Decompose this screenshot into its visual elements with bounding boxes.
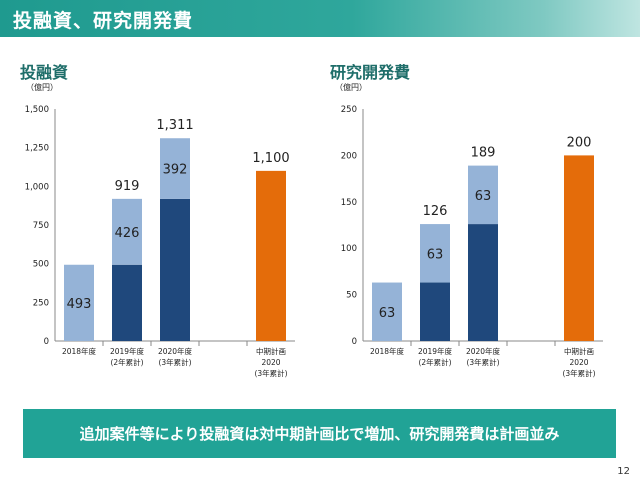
rnd-y-tick-label: 0: [352, 337, 357, 347]
investment-category-label: 2020: [261, 358, 280, 367]
investment-bar-segment: [112, 198, 142, 265]
investment-segment-label: 426: [115, 226, 140, 241]
investment-total-label: 919: [115, 179, 140, 194]
rnd-bar-segment: [420, 282, 450, 341]
investment-y-tick-label: 1,500: [25, 105, 49, 115]
rnd-y-tick-label: 100: [341, 244, 357, 254]
rnd-y-tick-label: 200: [341, 151, 357, 161]
rnd-segment-label: 63: [475, 189, 492, 204]
investment-y-tick-label: 1,000: [25, 182, 49, 192]
unit-label-rnd: （億円）: [335, 83, 367, 92]
investment-bar-segment: [160, 138, 190, 199]
investment-chart: 0 250 500 750 1,000 1,250 1,500 2018年度 2019年度(2年…: [25, 105, 295, 378]
summary-text: 追加案件等により投融資は対中期計画比で増加、研究開発費は計画並み: [79, 425, 560, 443]
page-number: 12: [617, 466, 630, 477]
slide-header: 投融資、研究開発費: [0, 0, 640, 37]
investment-total-label: 1,311: [156, 118, 193, 133]
summary-banner: 追加案件等により投融資は対中期計画比で増加、研究開発費は計画並み: [23, 409, 616, 458]
investment-bar-segment: [160, 198, 190, 341]
rnd-total-label: 200: [567, 135, 592, 150]
rnd-category-label: (3年累計): [466, 357, 499, 367]
investment-y-tick-label: 1,250: [25, 144, 49, 154]
rnd-bar-segment: [420, 224, 450, 283]
rnd-y-tick-label: 150: [341, 198, 357, 208]
investment-bar-segment: [256, 170, 286, 341]
investment-y-tick-label: 250: [33, 298, 49, 308]
rnd-bar-segment: [468, 224, 498, 341]
rnd-category-label: 中期計画: [564, 346, 594, 356]
rnd-segment-label: 63: [427, 247, 444, 262]
chart-title-investment: 投融資: [20, 63, 69, 82]
rnd-category-label: 2019年度: [418, 346, 453, 356]
investment-category-label: 2020年度: [158, 346, 193, 356]
rnd-y-tick-label: 250: [341, 105, 357, 115]
rnd-segment-label: 63: [379, 306, 396, 321]
investment-segment-label: 392: [163, 163, 188, 178]
chart-title-rnd: 研究開発費: [330, 63, 411, 82]
investment-y-tick-label: 0: [44, 337, 49, 347]
slide-title: 投融資、研究開発費: [13, 10, 194, 32]
rnd-bar-segment: [564, 155, 594, 341]
investment-total-label: 1,100: [252, 151, 289, 166]
rnd-category-label: (3年累計): [562, 368, 595, 378]
investment-segment-label: 493: [67, 297, 92, 312]
rnd-category-label: 2020: [569, 358, 588, 367]
investment-category-label: 2018年度: [62, 346, 97, 356]
rnd-total-label: 126: [423, 204, 448, 219]
investment-category-label: (3年累計): [158, 357, 191, 367]
investment-category-label: (2年累計): [110, 357, 143, 367]
investment-y-tick-label: 750: [33, 221, 49, 231]
rnd-bar-segment: [372, 282, 402, 341]
unit-label-investment: （億円）: [26, 83, 58, 92]
investment-bar-segment: [112, 264, 142, 341]
rnd-category-label: (2年累計): [418, 357, 451, 367]
investment-category-label: (3年累計): [254, 368, 287, 378]
investment-category-label: 中期計画: [256, 346, 286, 356]
rnd-total-label: 189: [471, 146, 496, 161]
rnd-y-tick-label: 50: [346, 291, 357, 301]
investment-y-tick-label: 500: [33, 260, 49, 270]
rnd-bar-segment: [468, 165, 498, 225]
investment-category-label: 2019年度: [110, 346, 145, 356]
investment-bar-segment: [64, 264, 94, 341]
rnd-category-label: 2020年度: [466, 346, 501, 356]
rnd-category-label: 2018年度: [370, 346, 405, 356]
